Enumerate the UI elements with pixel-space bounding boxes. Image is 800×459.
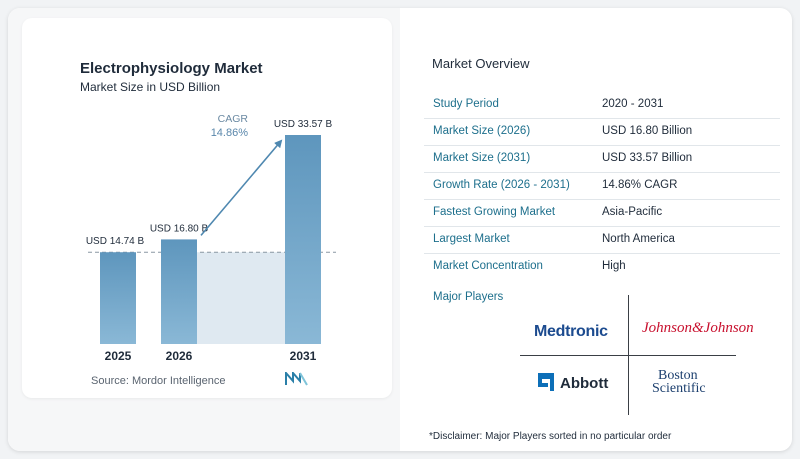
players-title: Major Players	[433, 291, 504, 303]
data-label: USD 33.57 B	[274, 119, 333, 130]
table-row: Market Concentration High	[424, 253, 780, 280]
players-grid: Medtronic Johnson&Johnson Abbott Boston …	[520, 295, 754, 415]
table-row: Fastest Growing Market Asia-Pacific	[424, 199, 780, 226]
boston-scientific-logo: Boston Scientific	[652, 368, 706, 396]
mordor-logo-icon	[285, 372, 308, 386]
grid-divider	[520, 355, 736, 356]
chart-subtitle: Market Size in USD Billion	[80, 80, 221, 94]
row-value: 2020 - 2031	[602, 98, 664, 110]
overview-table: Study Period 2020 - 2031 Market Size (20…	[424, 92, 780, 280]
row-value: USD 16.80 Billion	[602, 125, 693, 137]
medtronic-logo: Medtronic	[534, 323, 608, 340]
bar-2025	[100, 252, 136, 344]
bar-2031	[285, 135, 321, 344]
report-card: Electrophysiology Market Market Size in …	[8, 8, 792, 451]
row-label: Market Size (2026)	[433, 125, 531, 137]
table-row: Study Period 2020 - 2031	[424, 92, 780, 118]
table-row: Market Size (2026) USD 16.80 Billion	[424, 118, 780, 145]
row-label: Largest Market	[433, 233, 510, 245]
row-label: Fastest Growing Market	[433, 206, 556, 218]
cagr-label: CAGR	[218, 113, 249, 125]
table-row: Market Size (2031) USD 33.57 Billion	[424, 145, 780, 172]
chart-panel	[8, 8, 400, 451]
abbott-logo: Abbott	[536, 371, 608, 398]
row-label: Market Size (2031)	[433, 152, 531, 164]
row-value: Asia-Pacific	[602, 206, 663, 218]
abbott-logo-text: Abbott	[560, 375, 609, 392]
johnson-johnson-logo: Johnson&Johnson	[642, 320, 754, 336]
table-row: Growth Rate (2026 - 2031) 14.86% CAGR	[424, 172, 780, 199]
overview-title: Market Overview	[432, 56, 530, 71]
boston-logo-line1: Boston	[658, 368, 698, 383]
cagr-value: 14.86%	[211, 127, 249, 139]
source-text: Source: Mordor Intelligence	[91, 375, 226, 387]
bar-2026	[161, 239, 197, 344]
row-label: Growth Rate (2026 - 2031)	[433, 179, 570, 191]
abbott-icon	[538, 373, 554, 391]
growth-shade	[197, 252, 285, 344]
row-value: North America	[602, 233, 675, 245]
row-value: 14.86% CAGR	[602, 179, 678, 191]
category-label: 2025	[105, 349, 132, 363]
boston-logo-line2: Scientific	[652, 381, 706, 396]
row-label: Market Concentration	[433, 260, 543, 272]
data-label: USD 16.80 B	[150, 223, 209, 234]
row-value: High	[602, 260, 626, 272]
data-label: USD 14.74 B	[86, 236, 145, 247]
category-label: 2031	[290, 349, 317, 363]
row-value: USD 33.57 Billion	[602, 152, 693, 164]
table-row: Largest Market North America	[424, 226, 780, 253]
disclaimer-text: *Disclaimer: Major Players sorted in no …	[429, 431, 672, 442]
category-label: 2026	[166, 349, 193, 363]
bar-chart: USD 14.74 B 2025 USD 16.80 B 2026 USD 33.57 …	[86, 113, 336, 363]
cagr-arrow	[200, 139, 283, 236]
chart-title: Electrophysiology Market	[80, 60, 263, 77]
row-label: Study Period	[433, 98, 499, 110]
